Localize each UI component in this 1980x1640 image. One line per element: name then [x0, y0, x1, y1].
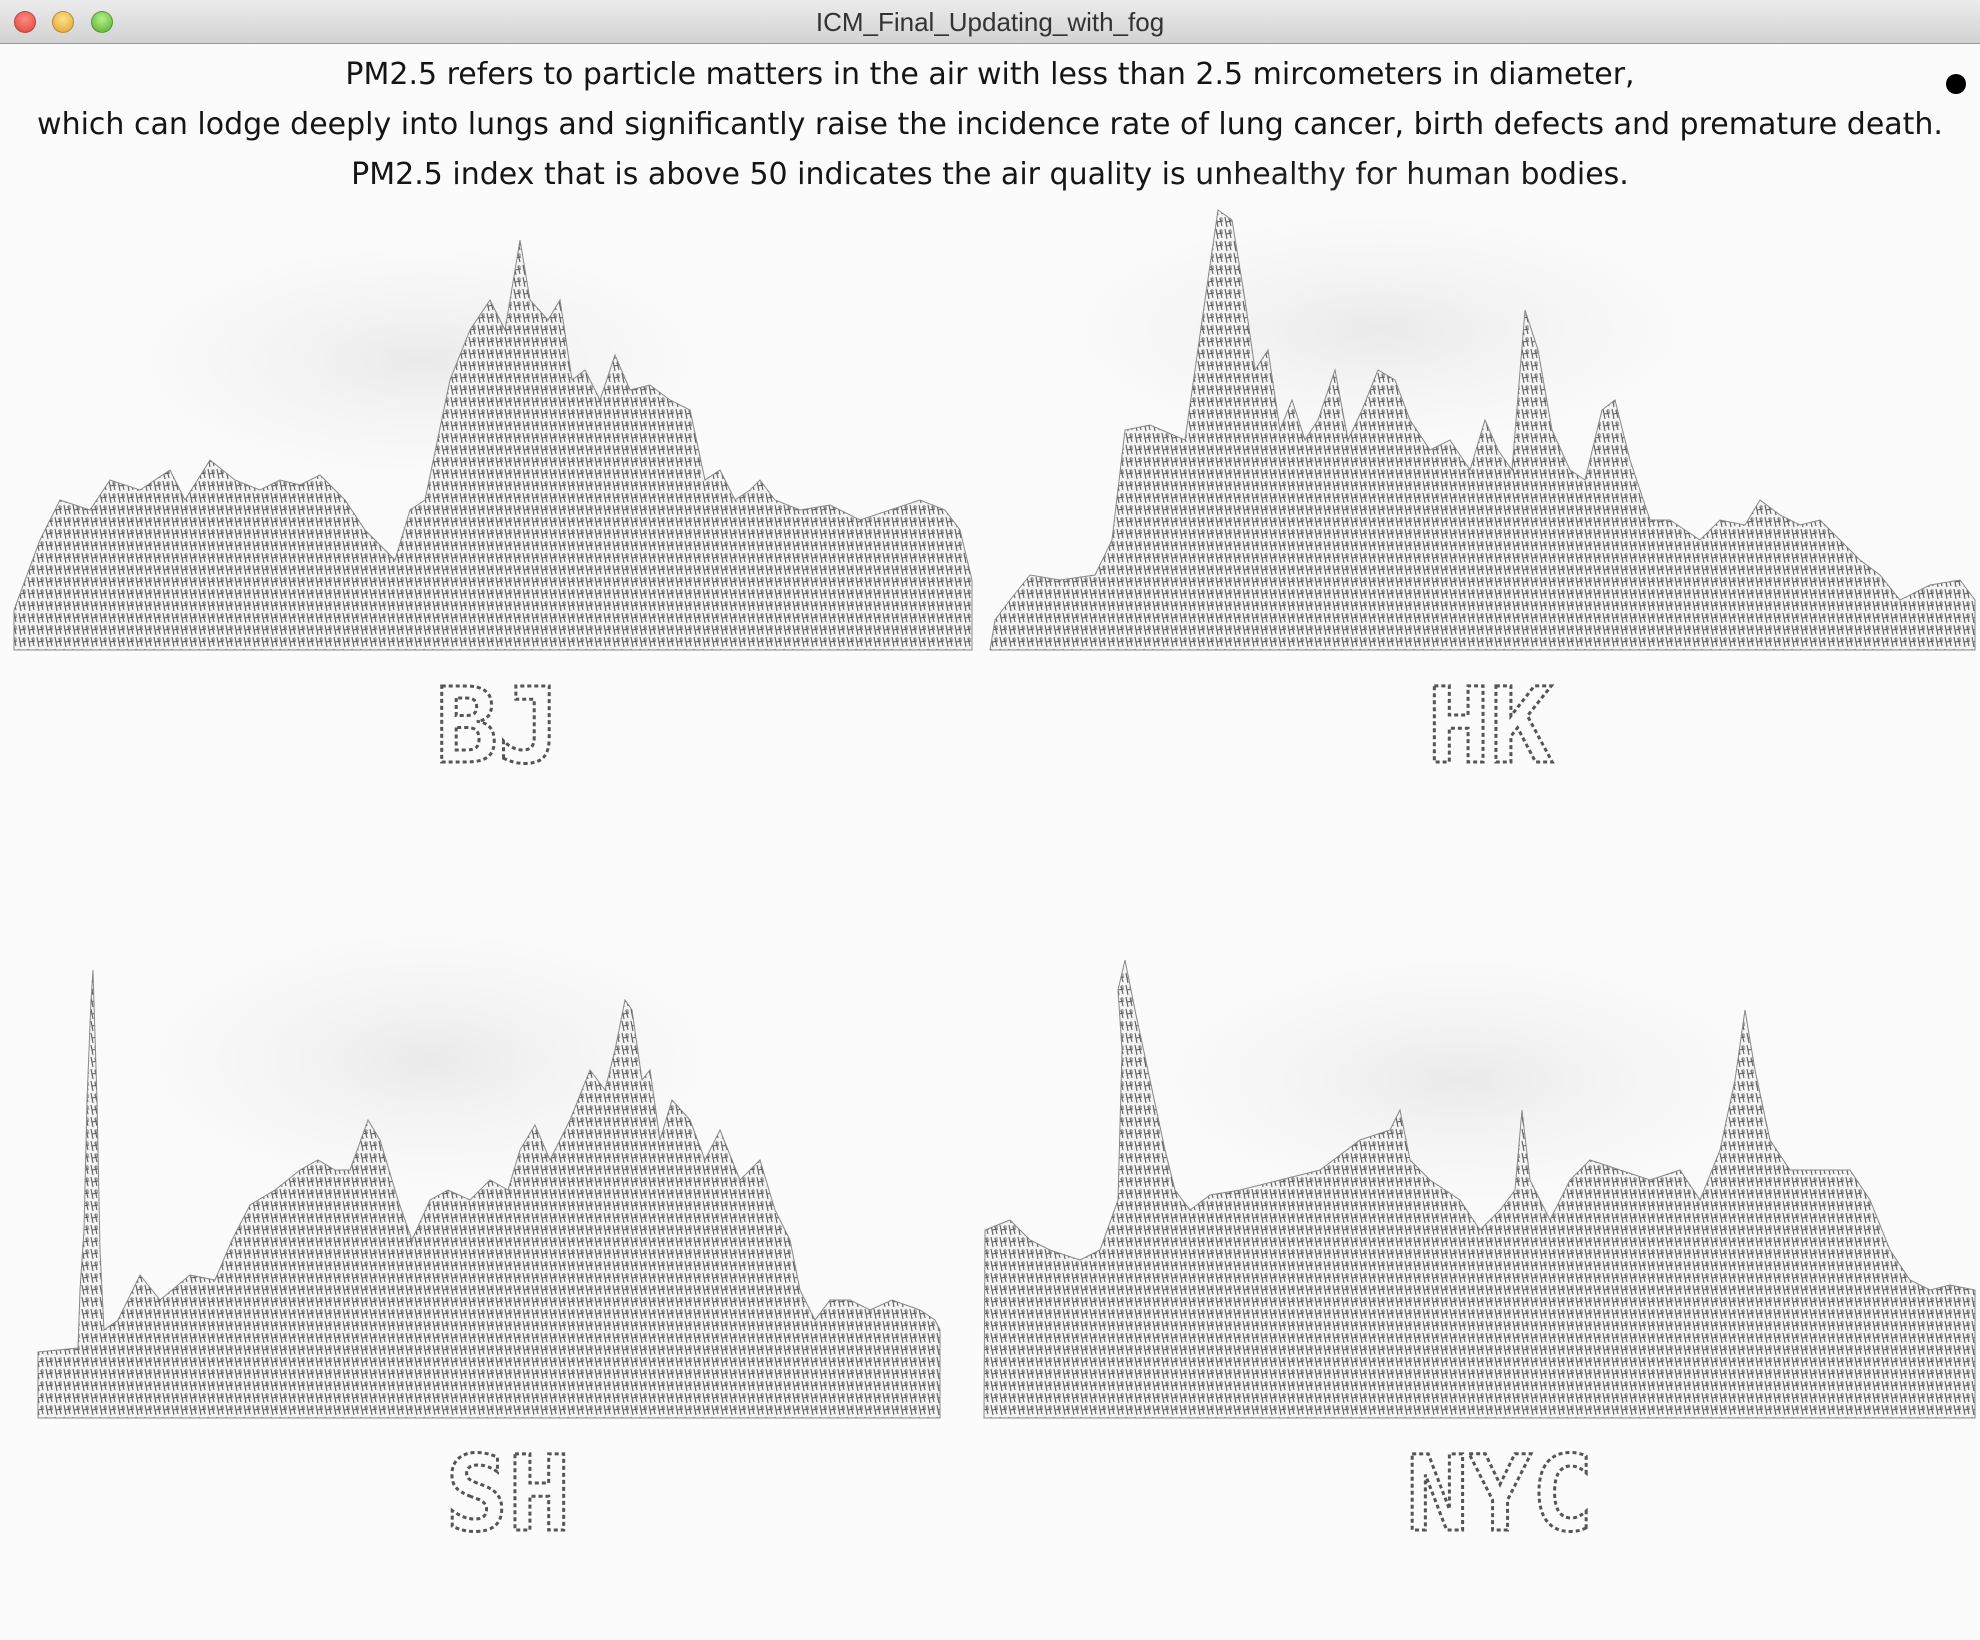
city-label-bj: BJ [435, 665, 560, 787]
city-label-nyc: NYC [1406, 1433, 1594, 1555]
zoom-window-button[interactable] [91, 11, 113, 33]
title-bar[interactable]: ICM_Final_Updating_with_fog [0, 0, 1980, 44]
skyline-nyc-shape [983, 959, 1976, 1419]
intro-line-2: which can lodge deeply into lungs and si… [37, 107, 1943, 142]
skyline-sh-shape [37, 969, 941, 1419]
city-label-sh: SH [445, 1433, 570, 1555]
skyline-bj: BJ [13, 239, 973, 789]
skyline-bj-shape [13, 239, 973, 651]
skyline-hk-shape [989, 209, 1976, 651]
city-label-hk: HK [1427, 665, 1553, 787]
skyline-scene: BJ HK SH NYC [0, 160, 1976, 1557]
minimize-window-button[interactable] [52, 11, 74, 33]
skyline-nyc: NYC [983, 959, 1976, 1557]
close-window-button[interactable] [14, 11, 36, 33]
fog-layer [0, 160, 1900, 1260]
intro-line-1: PM2.5 refers to particle matters in the … [345, 57, 1635, 92]
skyline-hk: HK [989, 209, 1976, 789]
skyline-sh: SH [37, 969, 941, 1557]
window-title: ICM_Final_Updating_with_fog [815, 7, 1165, 37]
cursor-dot [1946, 74, 1966, 94]
